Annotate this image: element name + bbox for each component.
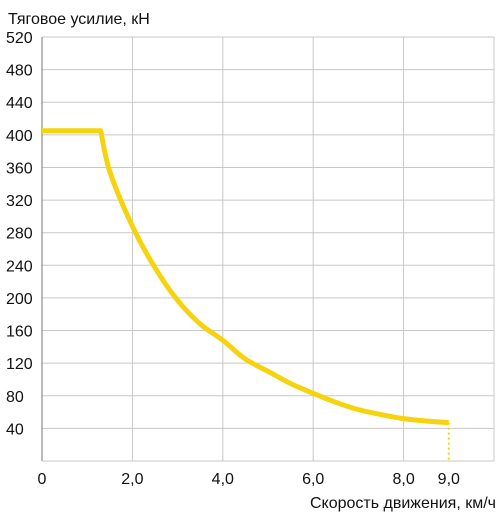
x-tick-label: 8,0 (392, 471, 414, 488)
y-tick-label: 160 (6, 324, 33, 341)
y-tick-label: 440 (6, 95, 33, 112)
grid (42, 36, 495, 461)
y-tick-label: 200 (6, 291, 33, 308)
y-tick-label: 40 (6, 421, 24, 438)
y-tick-label: 280 (6, 226, 33, 243)
y-axis-title: Тяговое усилие, кН (8, 11, 150, 28)
y-tick-label: 520 (6, 30, 33, 47)
x-tick-label: 4,0 (212, 471, 234, 488)
x-tick-label: 9,0 (438, 471, 460, 488)
x-axis-title: Скорость движения, км/ч (310, 495, 496, 512)
y-tick-label: 400 (6, 128, 33, 145)
y-tick-label: 480 (6, 63, 33, 80)
y-tick-label: 360 (6, 160, 33, 177)
y-tick-label: 120 (6, 356, 33, 373)
x-tick-label: 6,0 (302, 471, 324, 488)
x-tick-label: 0 (38, 471, 47, 488)
y-tick-label: 80 (6, 389, 24, 406)
y-tick-label: 240 (6, 258, 33, 275)
x-tick-label: 2,0 (121, 471, 143, 488)
traction-curve (42, 128, 449, 426)
axes (41, 37, 494, 462)
tick-labels: 40 80 120 160 200 240 280 320 360 400 440 480 520 0 2,… (6, 30, 460, 488)
y-tick-label: 320 (6, 193, 33, 210)
series-layer (42, 128, 450, 461)
